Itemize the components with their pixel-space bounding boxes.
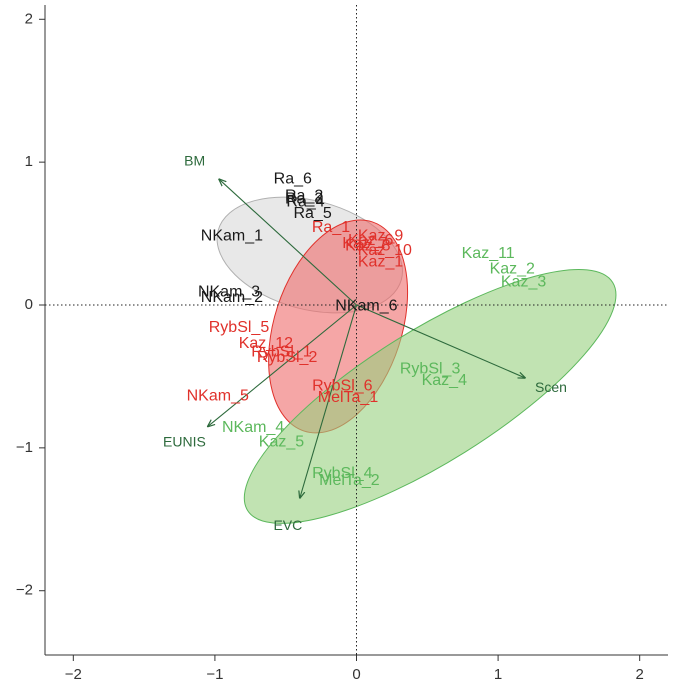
vector-scen-arrow — [356, 304, 525, 378]
vector-eunis-arrow — [208, 304, 357, 426]
point-label-kaz-2: Kaz_2 — [490, 261, 535, 278]
point-label-rybsl-2: RybSl_2 — [257, 349, 318, 366]
vector-evc-label: EVC — [273, 517, 302, 533]
point-label-nkam-2: NKam_2 — [201, 289, 263, 306]
point-label-nkam-1: NKam_1 — [201, 228, 263, 245]
point-label-kaz-10: Kaz_10 — [358, 242, 412, 259]
point-label-rybsl-1: RybSl_1 — [251, 343, 312, 360]
point-label-ra-3: Ra_3 — [285, 191, 323, 208]
vector-scen-label: Scen — [535, 379, 567, 395]
point-label-rybsl-6: RybSl_6 — [312, 378, 373, 395]
point-label-ra-2: Ra_2 — [285, 188, 323, 205]
point-label-kaz-4: Kaz_4 — [422, 372, 467, 389]
x-tick-label--1: −1 — [206, 666, 223, 683]
point-label-nkam-4: NKam_4 — [222, 419, 284, 436]
point-label-rybsl-5: RybSl_5 — [209, 319, 270, 336]
group-ellipse-3 — [243, 268, 617, 524]
y-tick-label--1: −1 — [16, 439, 33, 456]
y-tick-label--2: −2 — [16, 582, 33, 599]
x-tick-label-1: 1 — [494, 666, 502, 683]
point-label-nkam-5: NKam_5 — [187, 388, 249, 405]
point-label-kaz-7: Kaz_7 — [342, 235, 387, 252]
point-label-ra-4: Ra_4 — [286, 193, 324, 210]
x-tick-label--2: −2 — [65, 666, 82, 683]
vector-eunis-label: EUNIS — [163, 433, 206, 449]
point-label-rybsl-3: RybSl_3 — [400, 361, 461, 378]
point-label-kaz-6: Kaz_6 — [348, 232, 393, 249]
vector-bm-arrow — [219, 179, 357, 306]
point-label-kaz-3: Kaz_3 — [501, 273, 546, 290]
x-tick-label-2: 2 — [636, 666, 644, 683]
point-label-ra-5: Ra_5 — [293, 205, 331, 222]
vector-evc-arrow — [300, 304, 358, 498]
point-label-nkam-6: NKam_6 — [335, 298, 397, 315]
point-label-nkam-3: NKam_3 — [198, 283, 260, 300]
point-label-melta-2: MelTa_2 — [319, 472, 380, 489]
point-label-ra-1: Ra_1 — [312, 219, 350, 236]
vector-bm-label: BM — [184, 152, 205, 168]
x-tick-label-0: 0 — [352, 666, 360, 683]
origin-lines — [45, 5, 668, 655]
point-label-melta-1: MelTa_1 — [318, 389, 379, 406]
axis-ticks: −2 −1 0 1 2 −2 −1 0 1 2 — [16, 10, 644, 683]
point-label-ra-6: Ra_6 — [274, 171, 312, 188]
y-tick-label-2: 2 — [25, 10, 33, 27]
point-label-kaz-9: Kaz_9 — [358, 228, 403, 245]
y-tick-label-0: 0 — [25, 296, 33, 313]
point-label-kaz-5: Kaz_5 — [259, 433, 304, 450]
point-label-kaz-1: Kaz_1 — [358, 253, 403, 270]
point-label-kaz-12: Kaz_12 — [239, 335, 293, 352]
vectors: BM Scen EUNIS EVC — [163, 152, 567, 533]
group-ellipses — [216, 196, 617, 524]
point-label-kaz-8: Kaz_8 — [345, 238, 390, 255]
point-label-rybsl-4: RybSl_4 — [312, 465, 373, 482]
y-tick-label-1: 1 — [25, 153, 33, 170]
point-label-kaz-11: Kaz_11 — [462, 245, 515, 262]
